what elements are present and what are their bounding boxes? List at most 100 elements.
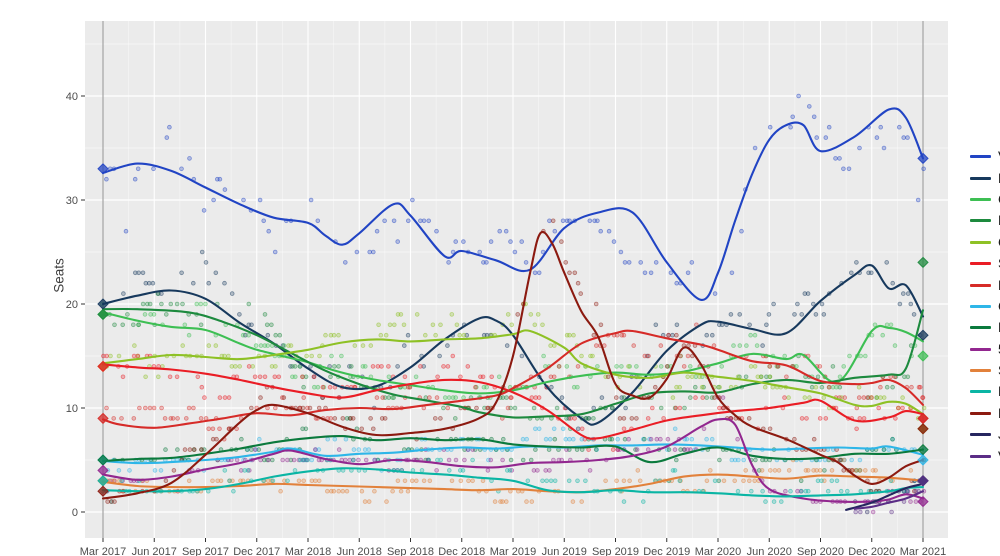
- x-axis: Mar 2017 Jun 2017 Sep 2017 Dec 2017 Mar 2018…: [80, 538, 946, 556]
- legend-item-sgp: SGP: [970, 360, 1000, 381]
- x-tick-label: Sep 2020: [797, 546, 844, 556]
- series-trend-50plus: [101, 417, 925, 503]
- series-trend-sgp: [101, 473, 925, 494]
- legend-line-swatch-sgp: [970, 369, 991, 373]
- series-trend-ja21: [845, 482, 925, 511]
- chart-legend: VVD PVV CDA D66 GL SP PvdA CU PvdD 50+ SGP DENK FvD J…: [970, 146, 1000, 467]
- y-tick-label: 0: [72, 507, 78, 519]
- election-result-2021-50plus: [917, 495, 929, 508]
- legend-label-pvda: PvdA: [998, 278, 1000, 293]
- polling-seats-chart: Seats Mar 2017 Jun 2017 Sep 2017 Dec 2017 Ma…: [40, 16, 1000, 556]
- y-tick-label: 20: [66, 299, 78, 311]
- legend-label-denk: DENK: [998, 384, 1000, 399]
- election-result-2017-fvd: [97, 485, 109, 497]
- election-result-2021-pvdd: [917, 443, 929, 456]
- x-tick-label: Mar 2019: [490, 546, 536, 556]
- x-tick-label: Dec 2018: [438, 546, 485, 556]
- series-trend-pvdd: [101, 434, 925, 464]
- series-trend-pvv: [101, 263, 925, 426]
- y-axis: 0 10 20 30 40: [66, 91, 85, 519]
- x-tick-label: Sep 2018: [387, 546, 434, 556]
- x-tick-label: Jun 2017: [132, 546, 177, 556]
- election-result-2021-cda: [917, 350, 929, 362]
- legend-item-pvda: PvdA: [970, 274, 1000, 295]
- legend-line-swatch-pvv: [970, 176, 991, 180]
- legend-label-volt: Volt: [998, 449, 1000, 464]
- legend-item-pvv: PVV: [970, 167, 1000, 188]
- legend-label-sgp: SGP: [998, 363, 1000, 378]
- legend-item-d66: D66: [970, 210, 1000, 231]
- legend-label-vvd: VVD: [998, 149, 1000, 164]
- election-result-2017-vvd: [97, 163, 109, 175]
- legend-line-swatch-gl: [970, 240, 991, 244]
- y-tick-label: 10: [66, 403, 78, 415]
- plot-panel: [85, 21, 948, 538]
- legend-label-cu: CU: [998, 299, 1000, 314]
- legend-item-cu: CU: [970, 296, 1000, 317]
- x-tick-label: Mar 2020: [695, 546, 741, 556]
- x-tick-label: Dec 2020: [848, 546, 895, 556]
- legend-item-denk: DENK: [970, 381, 1000, 402]
- legend-line-swatch-denk: [970, 390, 991, 394]
- election-results-layer: [97, 152, 929, 508]
- series-trend-fvd: [101, 230, 925, 500]
- legend-line-swatch-ja21: [970, 433, 991, 437]
- legend-line-swatch-cda: [970, 197, 991, 201]
- election-result-2021-d66: [917, 256, 929, 269]
- x-tick-label: Sep 2019: [592, 546, 639, 556]
- series-trend-pvda: [101, 329, 925, 429]
- election-result-2017-sp: [97, 360, 109, 373]
- series-trend-denk: [101, 467, 925, 498]
- x-tick-label: Jun 2019: [542, 546, 587, 556]
- election-result-2021-volt: [917, 475, 929, 487]
- chart-canvas: Mar 2017 Jun 2017 Sep 2017 Dec 2017 Mar 2018…: [66, 21, 948, 556]
- series-trend-volt: [853, 490, 925, 510]
- x-tick-label: Dec 2017: [233, 546, 280, 556]
- legend-line-swatch-cu: [970, 304, 991, 308]
- legend-item-volt: Volt: [970, 445, 1000, 466]
- legend-line-swatch-sp: [970, 262, 991, 266]
- x-tick-label: Sep 2017: [182, 546, 229, 556]
- legend-line-swatch-pvdd: [970, 326, 991, 330]
- legend-line-swatch-pvda: [970, 283, 991, 287]
- legend-item-50plus: 50+: [970, 339, 1000, 360]
- legend-line-swatch-vvd: [970, 155, 991, 159]
- legend-item-cda: CDA: [970, 189, 1000, 210]
- legend-label-ja21: JA21: [998, 427, 1000, 442]
- legend-line-swatch-fvd: [970, 411, 991, 415]
- legend-line-swatch-d66: [970, 219, 991, 223]
- series-trend-d66: [101, 307, 925, 419]
- y-tick-label: 30: [66, 195, 78, 207]
- x-tick-label: Dec 2019: [643, 546, 690, 556]
- legend-label-sp: SP: [998, 256, 1000, 271]
- legend-item-vvd: VVD: [970, 146, 1000, 167]
- x-tick-label: Jun 2018: [337, 546, 382, 556]
- legend-line-swatch-50plus: [970, 347, 991, 351]
- series-trend-cu: [101, 443, 925, 465]
- y-tick-label: 40: [66, 91, 78, 103]
- x-tick-label: Mar 2018: [285, 546, 331, 556]
- legend-label-50plus: 50+: [998, 342, 1000, 357]
- legend-line-swatch-volt: [970, 454, 991, 458]
- election-result-2017-d66: [97, 308, 109, 321]
- trend-lines-layer: [101, 107, 925, 511]
- series-trend-sp: [101, 363, 925, 440]
- legend-label-gl: GL: [998, 235, 1000, 250]
- election-result-2021-pvv: [917, 329, 929, 341]
- legend-label-cda: CDA: [998, 192, 1000, 207]
- legend-label-pvv: PVV: [998, 171, 1000, 186]
- series-dots-fvd: [105, 218, 926, 504]
- legend-item-sp: SP: [970, 253, 1000, 274]
- legend-label-d66: D66: [998, 213, 1000, 228]
- series-trend-cda: [101, 311, 925, 395]
- election-result-2021-cu: [917, 454, 929, 466]
- legend-label-pvdd: PvdD: [998, 320, 1000, 335]
- series-trend-gl: [101, 329, 925, 416]
- x-tick-label: Jun 2020: [747, 546, 792, 556]
- legend-label-fvd: FvD: [998, 406, 1000, 421]
- series-trend-vvd: [101, 107, 925, 301]
- legend-item-ja21: JA21: [970, 424, 1000, 445]
- x-tick-label: Mar 2021: [900, 546, 946, 556]
- election-result-2021-fvd: [917, 423, 929, 435]
- election-result-2017-pvda: [97, 412, 109, 425]
